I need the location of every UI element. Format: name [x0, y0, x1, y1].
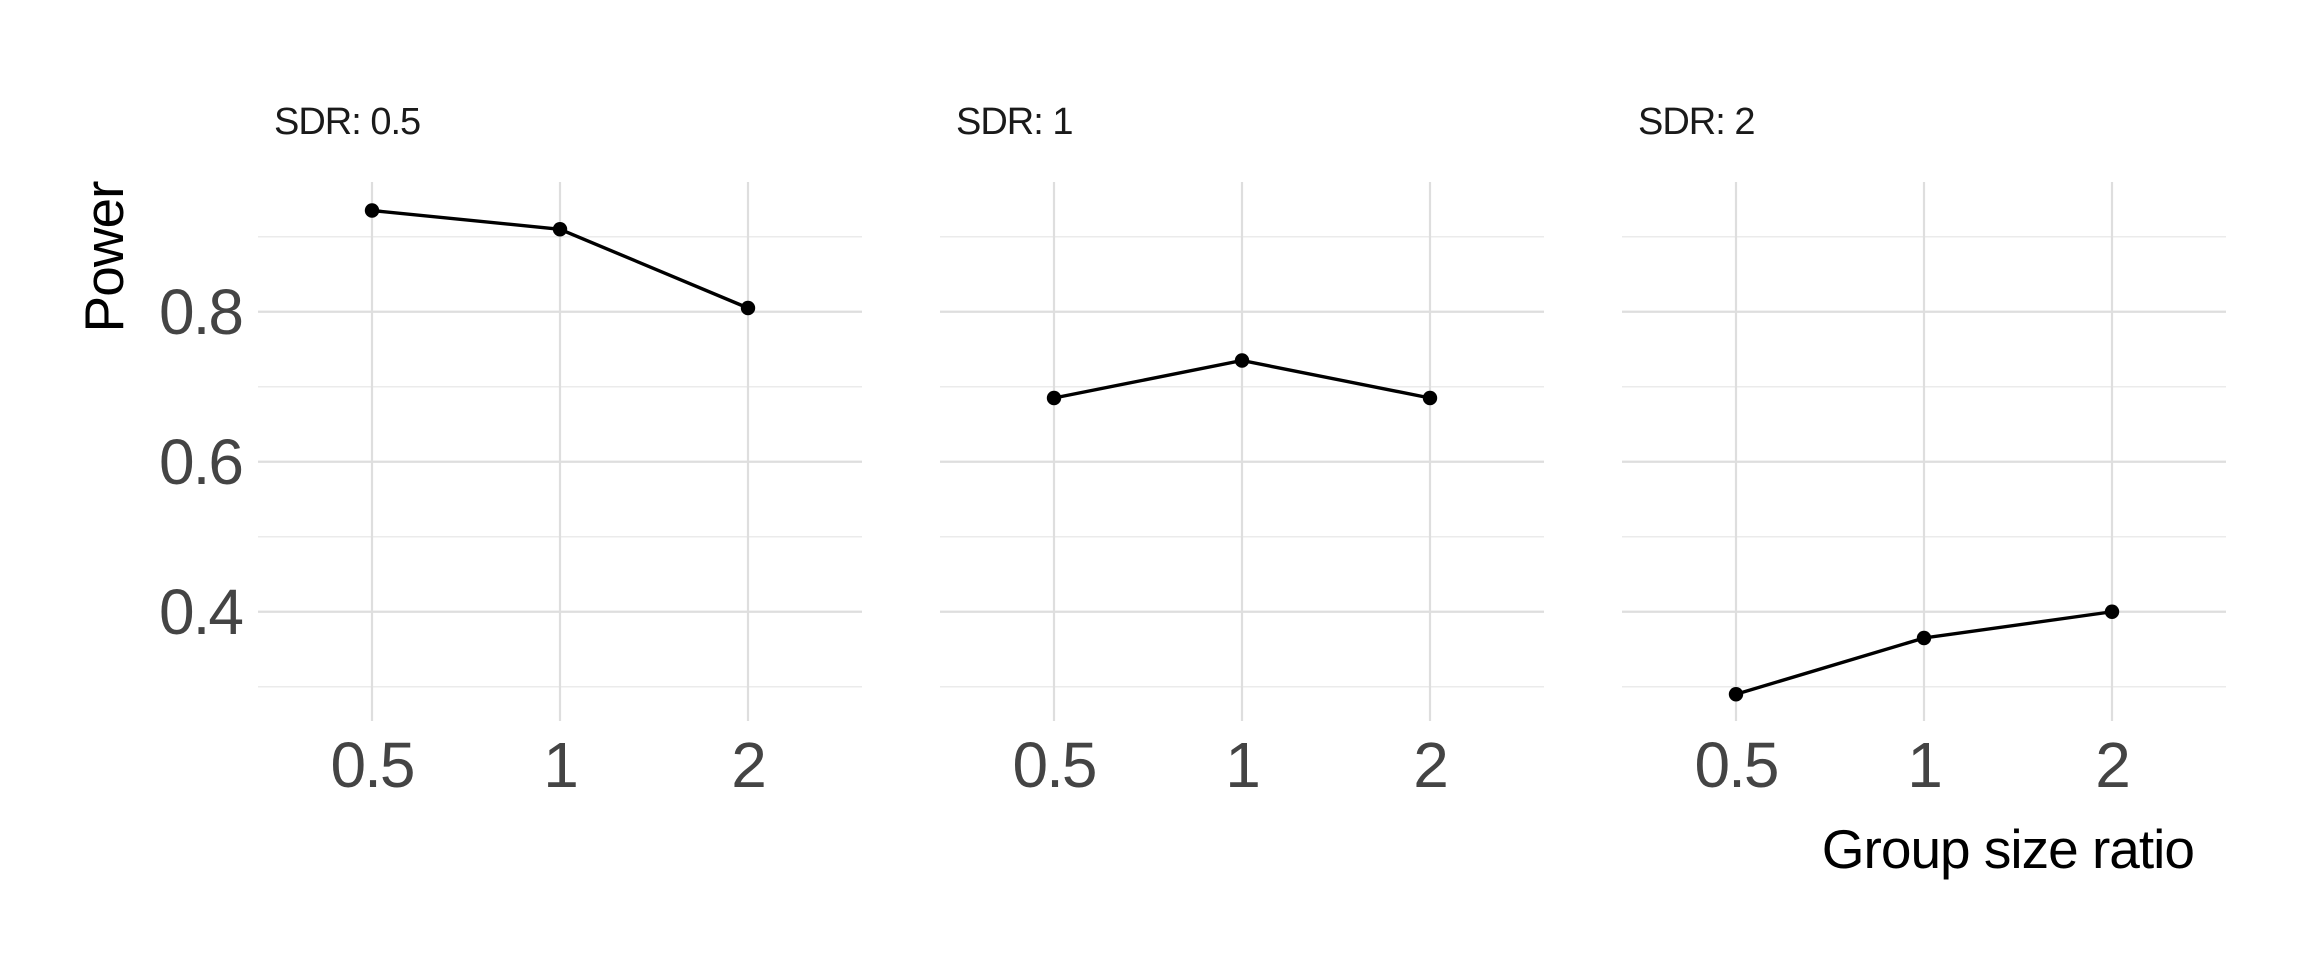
facet-panel	[940, 182, 1544, 721]
facet-panel	[258, 182, 862, 721]
facet-panel-canvas	[940, 182, 1544, 721]
facet-panel	[1622, 182, 2226, 721]
x-tick-label-1: 1	[543, 729, 579, 801]
data-point	[364, 203, 380, 218]
y-tick-label-0.4: 0.4	[159, 576, 244, 648]
x-axis-title: Group size ratio	[1821, 818, 2195, 880]
x-tick-label-0.5: 0.5	[1694, 729, 1780, 801]
facet-sdr-2: SDR: 2 0.5 1 2	[1622, 0, 2226, 960]
facet-strip-title: SDR: 0.5	[274, 101, 421, 143]
x-tick-label-2: 2	[2095, 729, 2131, 801]
x-tick-label-2: 2	[1413, 729, 1449, 801]
facet-strip-title: SDR: 1	[956, 101, 1073, 143]
facet-sdr-0.5: SDR: 0.5 0.5 1 2	[258, 0, 862, 960]
facet-strip-title: SDR: 2	[1638, 101, 1755, 143]
data-point	[1728, 687, 1744, 702]
data-point	[1046, 390, 1062, 406]
y-tick-label-0.6: 0.6	[159, 426, 244, 498]
x-tick-label-0.5: 0.5	[1012, 729, 1098, 801]
data-point	[552, 222, 568, 237]
x-tick-label-1: 1	[1907, 729, 1943, 801]
x-tick-label-2: 2	[731, 729, 767, 801]
data-point	[1422, 390, 1438, 406]
y-tick-label-0.8: 0.8	[159, 276, 244, 348]
facet-panel-canvas	[258, 182, 862, 721]
facet-panel-canvas	[1622, 182, 2226, 721]
data-point	[740, 300, 756, 316]
x-tick-label-1: 1	[1225, 729, 1261, 801]
data-point	[1234, 353, 1250, 368]
facet-sdr-1: SDR: 1 0.5 1 2	[940, 0, 1544, 960]
x-tick-label-0.5: 0.5	[330, 729, 416, 801]
data-point	[2104, 604, 2120, 619]
data-point	[1916, 630, 1932, 646]
